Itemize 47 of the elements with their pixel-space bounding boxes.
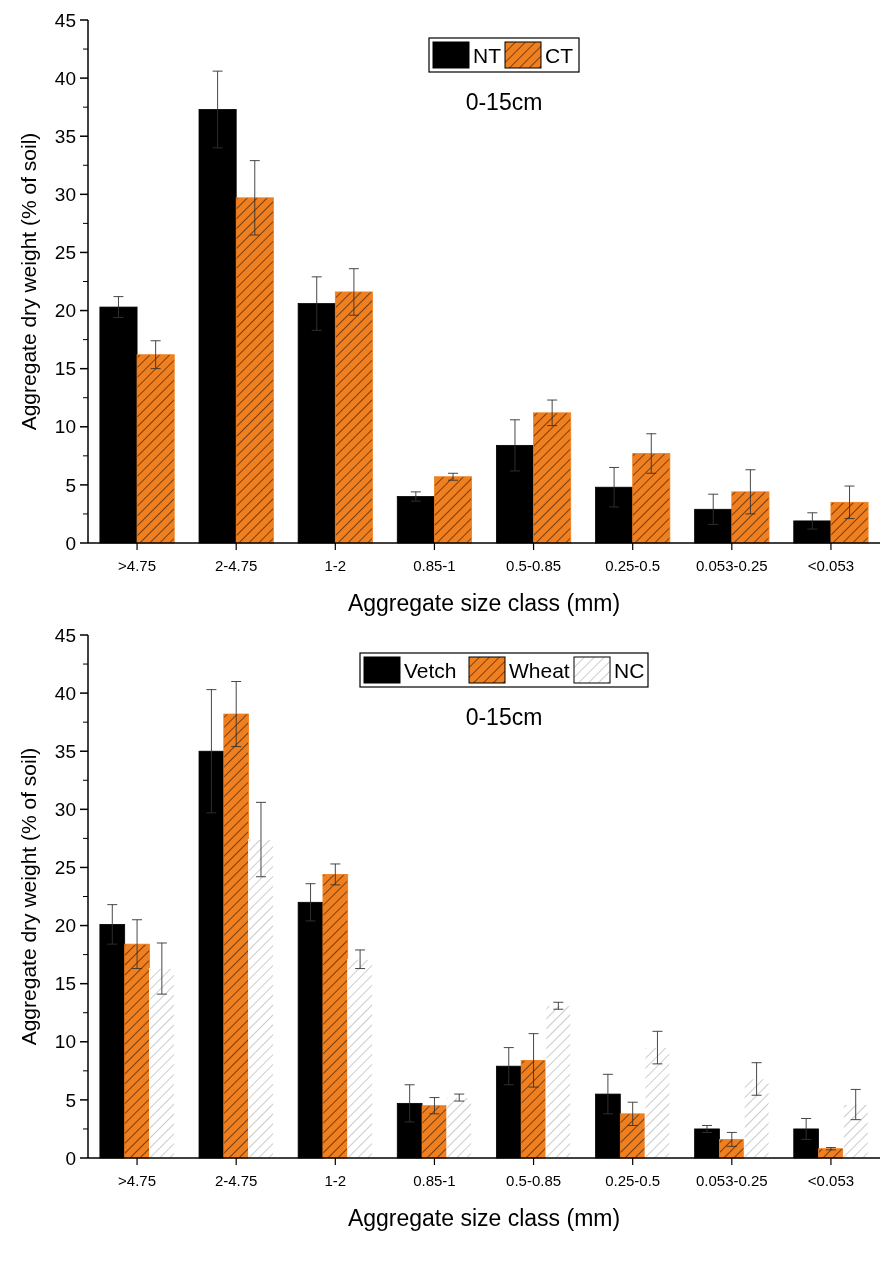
x-axis-title: Aggregate size class (mm) [347,1205,621,1231]
legend-label: CT [545,44,574,67]
y-tick-label: 40 [54,67,76,89]
y-tick-label: 10 [54,416,76,438]
y-tick-label: 25 [54,242,76,264]
x-tick-label: <0.053 [807,557,855,574]
y-tick-label: 15 [54,358,76,380]
legend-label: NC [614,659,645,682]
x-tick-label: <0.053 [807,1172,855,1189]
y-tick-label: 30 [54,183,76,205]
x-tick-label: 1-2 [324,557,347,574]
y-tick-label: 35 [54,125,76,147]
y-tick-label: 40 [54,682,76,704]
x-tick-label: 2-4.75 [214,557,258,574]
x-tick-label: 0.053-0.25 [695,557,768,574]
x-tick-label: 0.25-0.5 [605,557,661,574]
x-tick-label: 0.053-0.25 [695,1172,768,1189]
legend-label: NT [473,44,502,67]
y-tick-label: 45 [54,9,76,31]
y-tick-label: 0 [65,532,76,554]
annotation: 0-15cm [465,704,543,730]
y-tick-label: 20 [54,915,76,937]
y-tick-label: 5 [65,474,76,496]
x-tick-label: 0.85-1 [413,1172,456,1189]
x-axis-title: Aggregate size class (mm) [347,590,621,616]
x-tick-label: 0.85-1 [413,557,456,574]
y-tick-label: 5 [65,1089,76,1111]
x-tick-label: >4.75 [118,557,157,574]
legend-label: Vetch [404,659,457,682]
y-tick-label: 25 [54,857,76,879]
x-tick-label: 2-4.75 [214,1172,258,1189]
x-tick-label: 0.25-0.5 [605,1172,661,1189]
y-tick-label: 10 [54,1031,76,1053]
annotation: 0-15cm [465,89,543,115]
legend-label: Wheat [509,659,570,682]
x-tick-label: 0.5-0.85 [506,557,562,574]
y-tick-label: 45 [54,624,76,646]
y-tick-label: 0 [65,1147,76,1169]
y-tick-label: 30 [54,798,76,820]
y-tick-label: 35 [54,740,76,762]
x-tick-label: >4.75 [118,1172,157,1189]
y-axis-title: Aggregate dry weight (% of soil) [17,132,40,431]
x-tick-label: 0.5-0.85 [506,1172,562,1189]
y-tick-label: 20 [54,300,76,322]
y-tick-label: 15 [54,973,76,995]
x-tick-label: 1-2 [324,1172,347,1189]
y-axis-title: Aggregate dry weight (% of soil) [17,747,40,1046]
